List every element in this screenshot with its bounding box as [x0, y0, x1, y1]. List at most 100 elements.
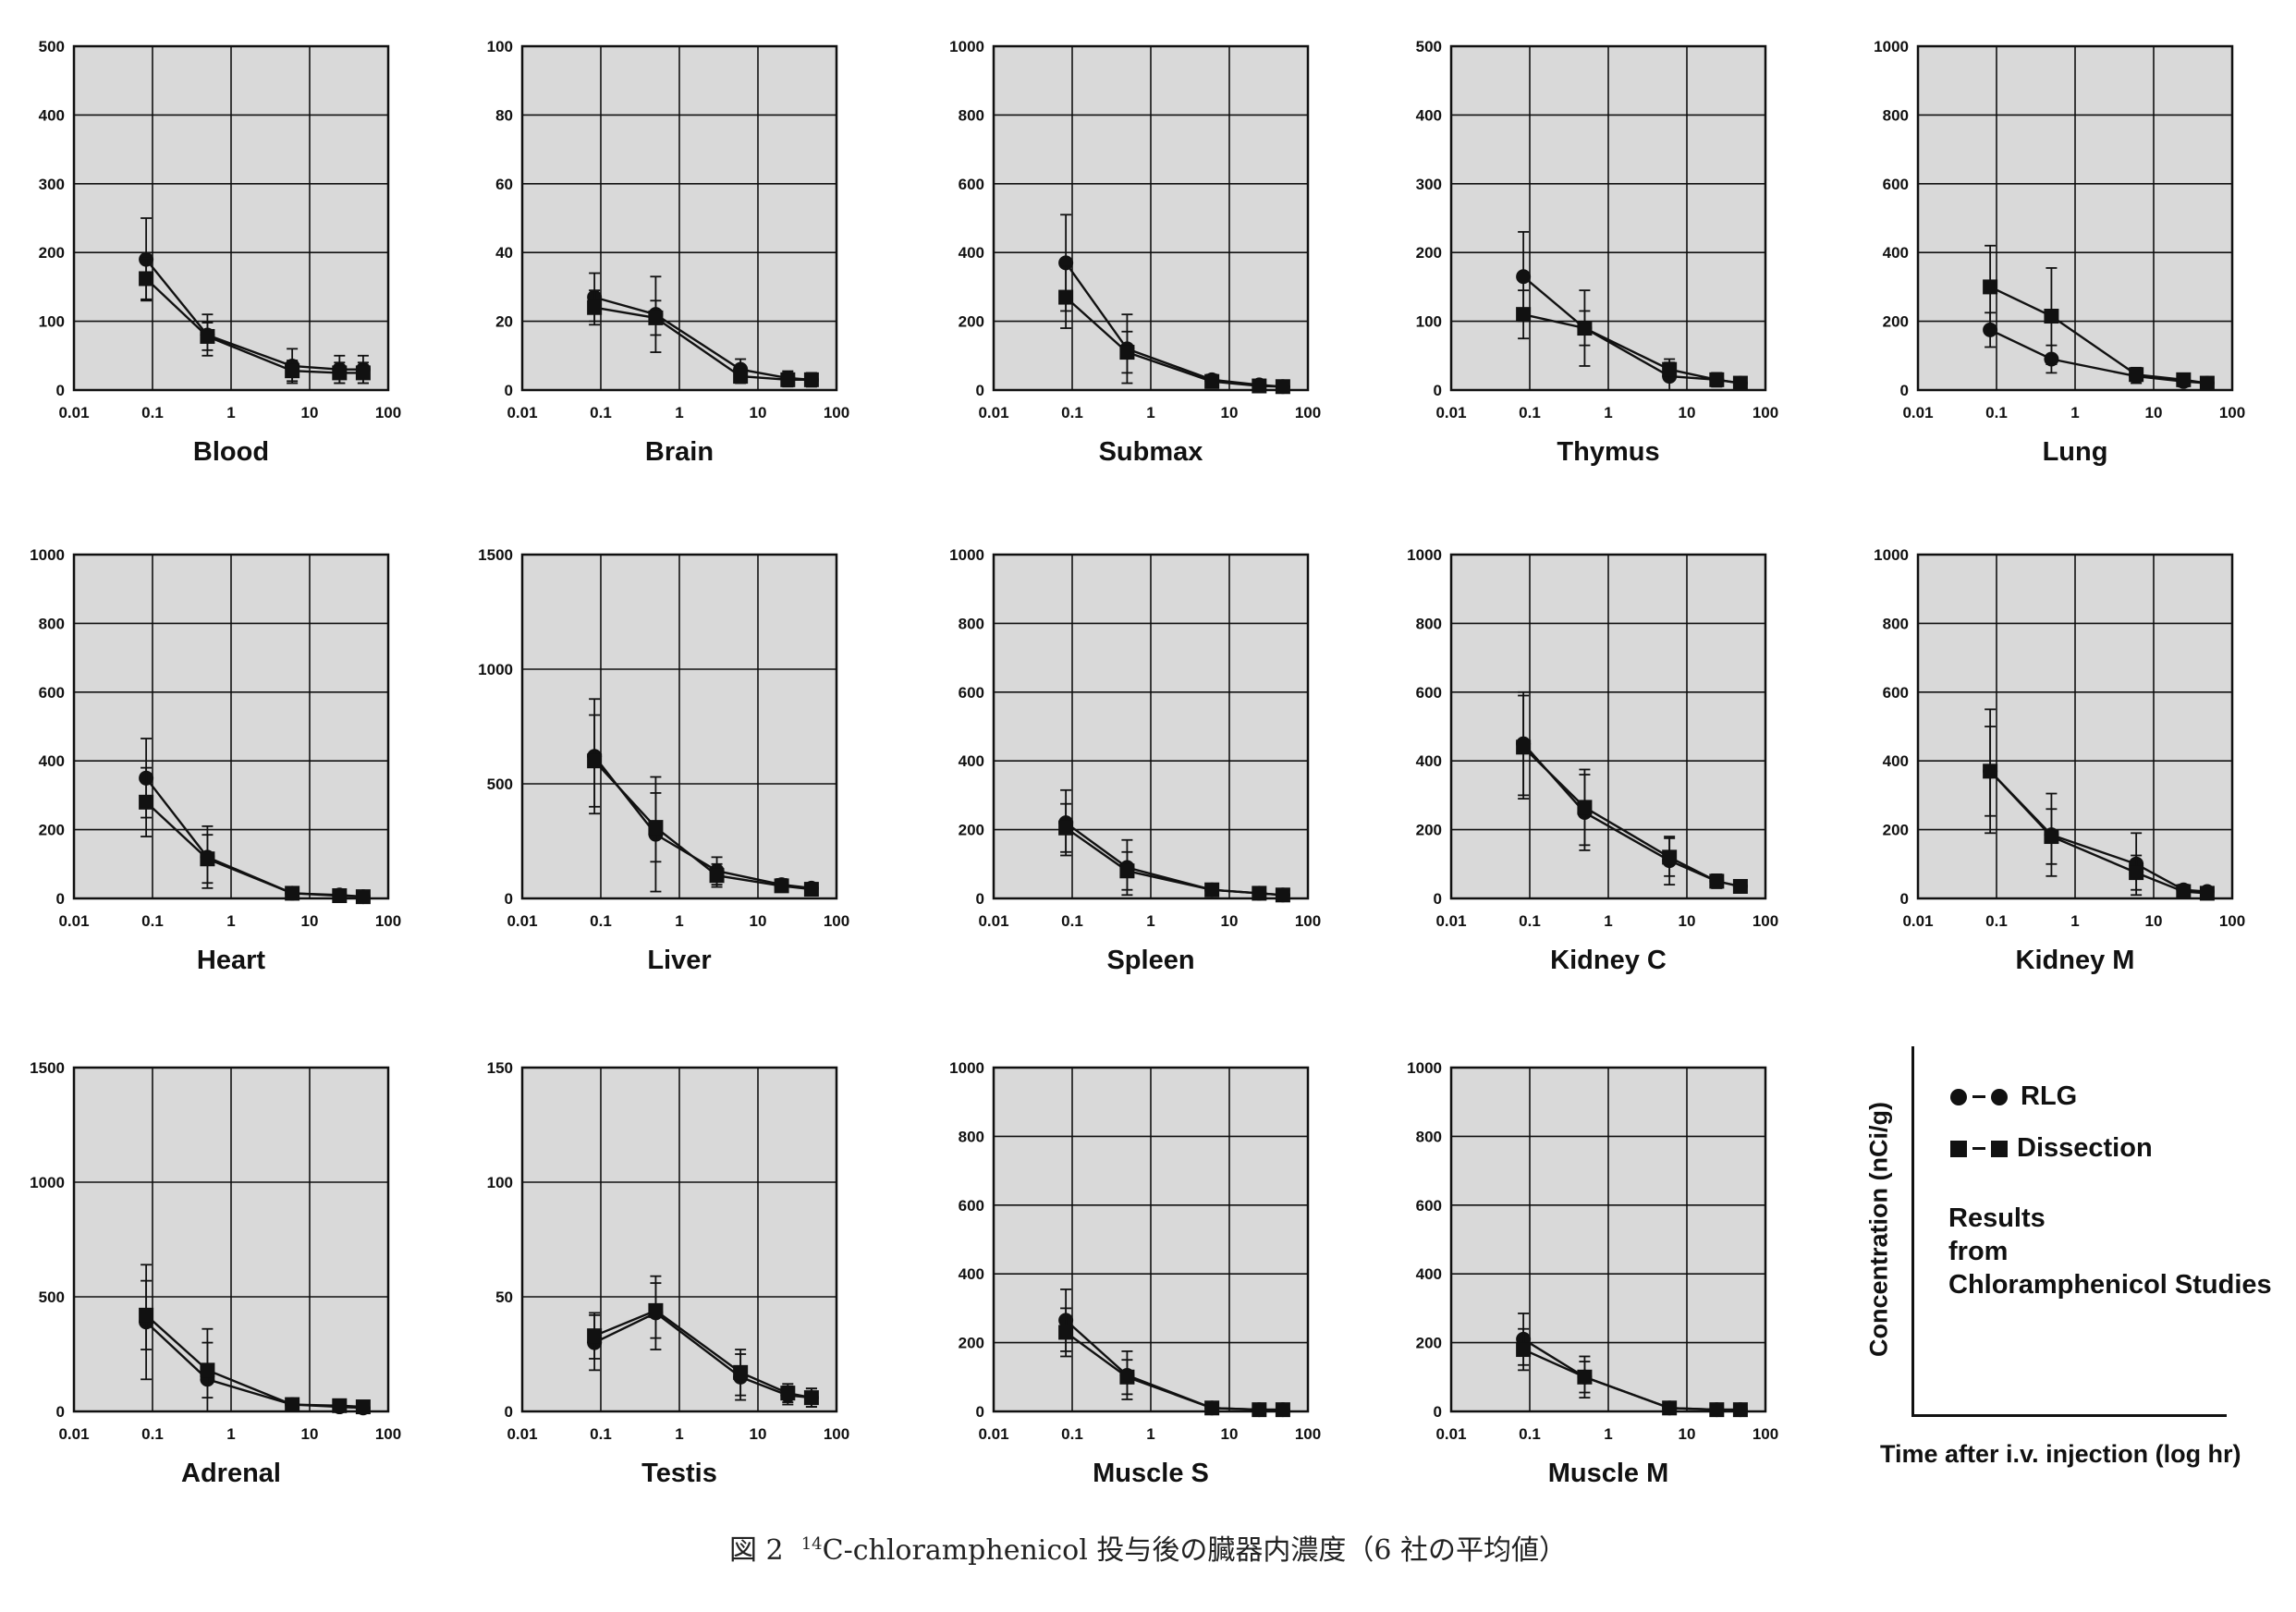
- data-point-square: [648, 310, 664, 325]
- y-tick-label: 200: [1883, 313, 1909, 331]
- x-tick-label: 10: [2145, 404, 2163, 421]
- data-point-square: [803, 372, 819, 387]
- data-point-square: [285, 1397, 300, 1412]
- x-tick-label: 1: [675, 1425, 683, 1443]
- y-tick-label: 1000: [949, 38, 984, 55]
- y-tick-label: 600: [1883, 684, 1909, 702]
- panel-title: Liver: [647, 946, 711, 975]
- y-tick-label: 800: [1416, 615, 1442, 632]
- data-point-square: [733, 1364, 749, 1380]
- y-tick-label: 0: [976, 382, 984, 399]
- x-tick-label: 0.01: [978, 1425, 1008, 1443]
- y-tick-label: 200: [959, 822, 984, 839]
- data-point-square: [733, 369, 749, 385]
- y-tick-label: 1000: [1407, 1059, 1442, 1077]
- data-point-square: [587, 753, 603, 769]
- x-tick-label: 10: [1679, 1425, 1696, 1443]
- x-tick-label: 100: [2219, 912, 2245, 930]
- data-point-square: [1662, 849, 1678, 865]
- series-dissection: [1983, 244, 2215, 391]
- x-tick-label: 100: [375, 404, 401, 421]
- data-point-square: [1516, 307, 1532, 323]
- panel-title: Thymus: [1557, 437, 1659, 467]
- y-tick-label: 1500: [30, 1059, 65, 1077]
- y-tick-label: 300: [39, 176, 65, 193]
- data-point-square: [139, 794, 154, 810]
- data-point-square: [1709, 372, 1725, 387]
- circle-marker-icon: [1991, 1088, 2008, 1105]
- data-point-square: [803, 1390, 819, 1406]
- data-point-square: [1577, 800, 1593, 815]
- y-tick-label: 200: [959, 313, 984, 331]
- y-tick-label: 0: [1434, 1403, 1442, 1421]
- y-tick-label: 100: [39, 313, 65, 331]
- data-point-square: [332, 1398, 348, 1413]
- x-tick-label: 0.01: [1435, 912, 1466, 930]
- chart-panel-testis: 0.01 0.1 1 10 100 0 50 100 150 Testis: [487, 1059, 850, 1488]
- x-tick-label: 0.01: [978, 404, 1008, 421]
- y-tick-label: 80: [495, 106, 513, 124]
- data-point-square: [200, 328, 215, 344]
- panel-title: Kidney C: [1550, 946, 1667, 975]
- series-dissection: [587, 1282, 819, 1408]
- y-tick-label: 600: [959, 1197, 984, 1215]
- x-tick-label: 1: [1146, 1425, 1154, 1443]
- y-tick-label: 200: [39, 822, 65, 839]
- series-dissection: [1516, 694, 1748, 894]
- data-point-square: [1275, 1402, 1290, 1418]
- x-tick-label: 0.1: [141, 912, 164, 930]
- y-tick-label: 0: [1434, 890, 1442, 908]
- caption-superscript: 14: [800, 1534, 823, 1554]
- dash-icon: [1972, 1095, 1985, 1098]
- y-tick-label: 60: [495, 176, 513, 193]
- data-point-square: [1577, 321, 1593, 336]
- data-point-square: [332, 888, 348, 904]
- data-point-circle: [1516, 269, 1532, 285]
- y-tick-label: 200: [1416, 244, 1442, 262]
- y-tick-label: 600: [959, 176, 984, 193]
- series-dissection: [139, 257, 371, 385]
- y-tick-label: 800: [1883, 106, 1909, 124]
- y-tick-label: 1000: [30, 1174, 65, 1191]
- chart-panel-thymus: 0.01 0.1 1 10 100 0 100 200 300 400 500 Thymus: [1416, 38, 1779, 467]
- panel-title: Submax: [1099, 437, 1203, 467]
- circle-marker-icon: [1950, 1088, 1967, 1105]
- data-point-square: [2199, 375, 2215, 391]
- data-point-square: [1058, 820, 1074, 836]
- x-tick-label: 10: [1221, 912, 1239, 930]
- data-point-square: [1204, 373, 1220, 389]
- x-tick-label: 100: [824, 912, 849, 930]
- y-tick-label: 1000: [30, 546, 65, 564]
- data-point-square: [587, 299, 603, 315]
- x-tick-label: 1: [226, 404, 235, 421]
- y-tick-label: 1000: [1874, 38, 1909, 55]
- data-point-square: [355, 1399, 371, 1415]
- data-point-square: [780, 1386, 796, 1401]
- x-tick-label: 1: [675, 912, 683, 930]
- dash-icon: [1972, 1147, 1985, 1150]
- y-tick-label: 0: [505, 1403, 513, 1421]
- series-dissection: [139, 766, 371, 905]
- y-tick-label: 800: [959, 1128, 984, 1145]
- y-tick-label: 200: [1416, 1335, 1442, 1352]
- data-point-square: [2129, 367, 2144, 383]
- x-tick-label: 10: [301, 912, 319, 930]
- legend-results-line: Chloramphenicol Studies: [1948, 1270, 2272, 1300]
- y-tick-label: 500: [487, 775, 513, 793]
- x-tick-label: 10: [301, 1425, 319, 1443]
- x-tick-label: 0.01: [58, 404, 89, 421]
- x-tick-label: 1: [226, 1425, 235, 1443]
- x-tick-label: 0.01: [58, 1425, 89, 1443]
- panel-title: Muscle M: [1548, 1459, 1669, 1488]
- legend-dissection-label: Dissection: [2017, 1133, 2153, 1163]
- x-tick-label: 10: [750, 1425, 767, 1443]
- y-tick-label: 200: [1883, 822, 1909, 839]
- y-tick-label: 0: [976, 890, 984, 908]
- data-point-square: [1577, 1369, 1593, 1385]
- y-tick-label: 100: [487, 38, 513, 55]
